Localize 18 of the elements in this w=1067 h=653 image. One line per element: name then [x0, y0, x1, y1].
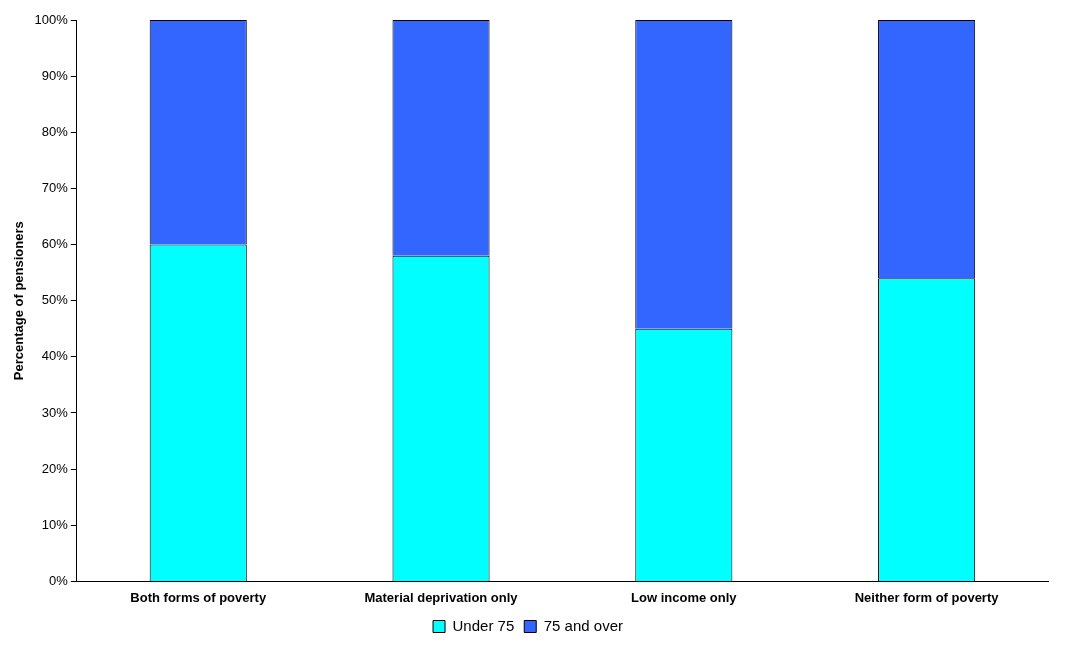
y-tick-label: 40%	[41, 348, 69, 364]
y-tick-label: 60%	[41, 236, 69, 252]
x-tick-label: Low income only	[631, 589, 738, 605]
y-tick-label: 70%	[41, 180, 69, 195]
y-tick-label: 100%	[34, 11, 69, 27]
x-tick-label: Neither form of poverty	[854, 589, 1000, 605]
legend-label: Under 75	[452, 616, 515, 634]
legend-label: 75 and over	[543, 616, 623, 634]
y-axis-title: Percentage of pensioners	[11, 221, 27, 381]
y-tick-label: 80%	[41, 123, 69, 139]
y-tick-label: 0%	[49, 572, 69, 588]
x-tick-label: Material deprivation only	[364, 589, 519, 605]
x-tick-label: Both forms of poverty	[130, 589, 267, 605]
y-tick-label: 10%	[41, 516, 69, 532]
y-tick-label: 20%	[41, 460, 69, 476]
y-tick-label: 50%	[41, 292, 69, 308]
y-tick-label: 90%	[41, 67, 69, 83]
y-tick-label: 30%	[41, 404, 69, 420]
